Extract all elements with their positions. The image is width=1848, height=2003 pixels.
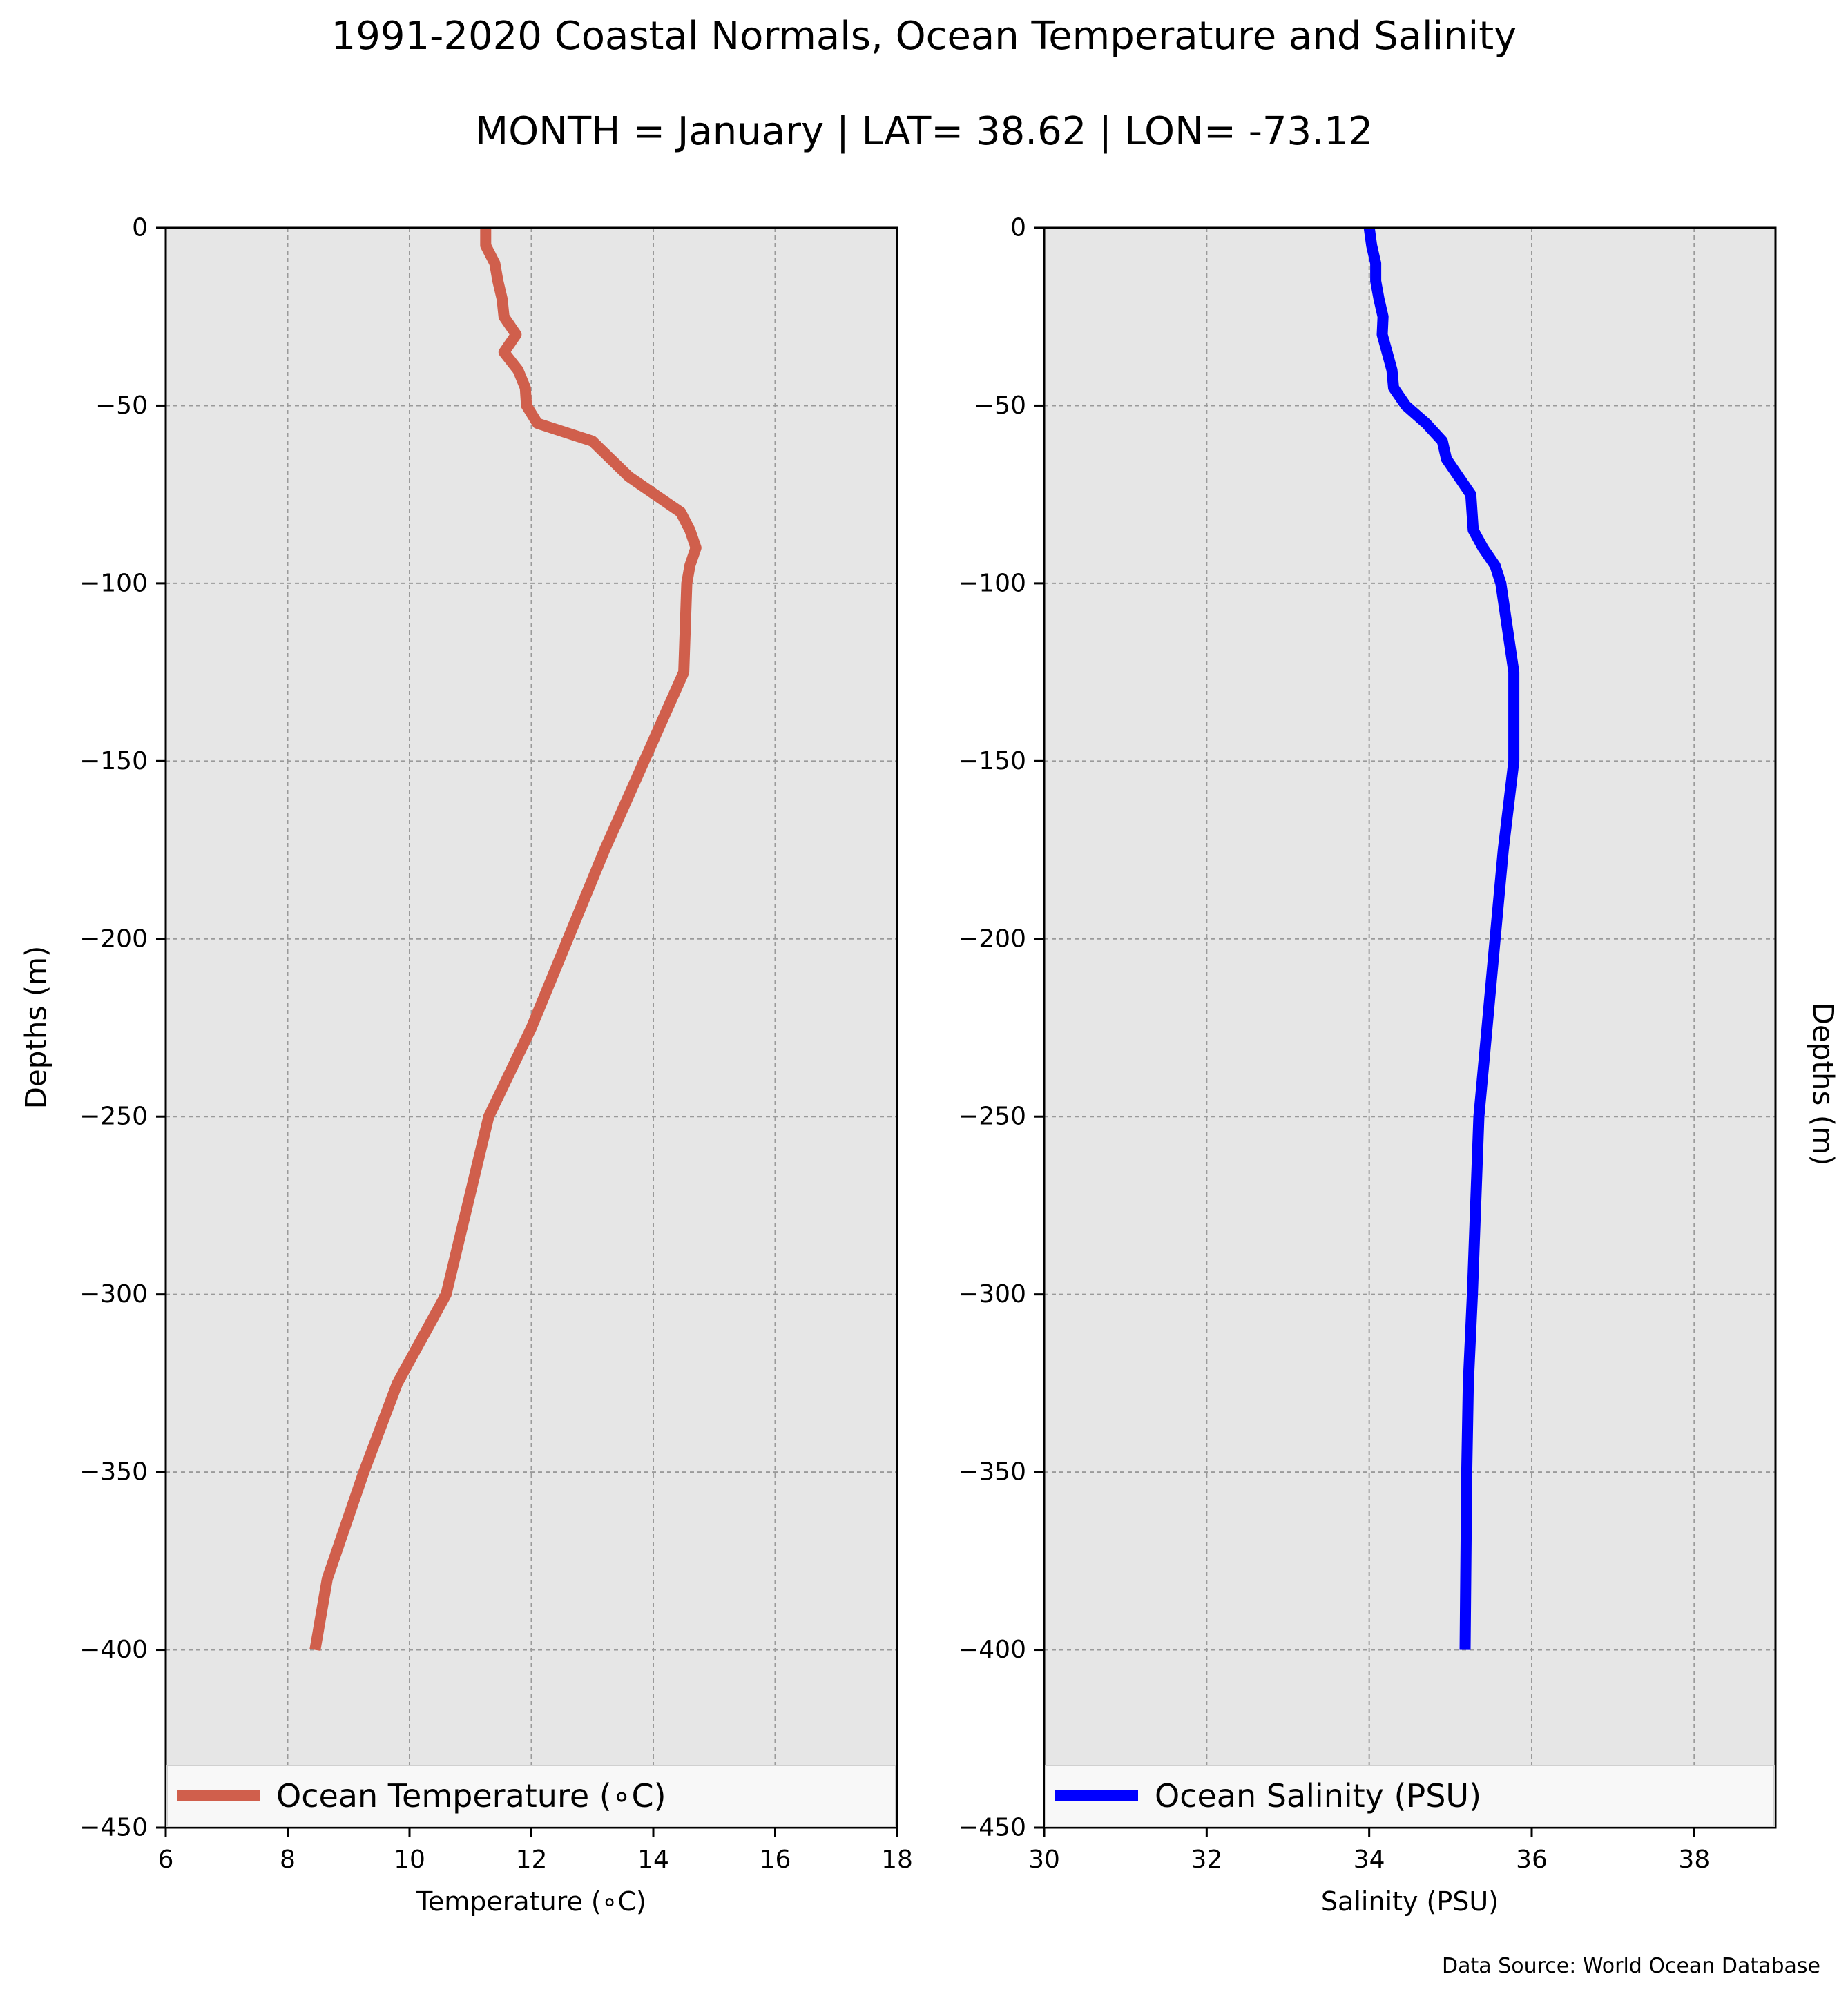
temperature-x-tick-label: 8 xyxy=(280,1846,296,1874)
left-y-axis-label: Depths (m) xyxy=(19,946,53,1110)
temperature-x-tick-label: 6 xyxy=(158,1846,174,1874)
salinity-x-axis-label: Salinity (PSU) xyxy=(1321,1886,1499,1917)
chart-title: 1991-2020 Coastal Normals, Ocean Tempera… xyxy=(331,14,1517,59)
temperature-x-axis-label: Temperature (∘C) xyxy=(416,1886,646,1917)
temperature-series-line xyxy=(309,228,702,1651)
temperature-x-tick-label: 14 xyxy=(637,1846,669,1874)
temperature-y-tick-label: −400 xyxy=(79,1636,148,1664)
salinity-x-tick-label: 36 xyxy=(1516,1846,1548,1874)
right-y-axis-label: Depths (m) xyxy=(1807,1003,1840,1166)
temperature-legend xyxy=(166,1765,896,1827)
temperature-legend-label: Ocean Temperature (∘C) xyxy=(276,1777,666,1815)
salinity-y-tick-label: −250 xyxy=(958,1103,1026,1131)
salinity-legend-label: Ocean Salinity (PSU) xyxy=(1155,1777,1481,1815)
salinity-series-line xyxy=(1363,226,1520,1650)
salinity-x-tick-label: 32 xyxy=(1191,1846,1222,1874)
temperature-x-tick-label: 10 xyxy=(394,1846,425,1874)
temperature-x-tick-label: 16 xyxy=(760,1846,791,1874)
salinity-y-tick-label: −200 xyxy=(958,925,1026,953)
salinity-legend xyxy=(1045,1765,1775,1827)
temperature-y-tick-label: −150 xyxy=(79,747,148,775)
salinity-y-tick-label: −350 xyxy=(958,1458,1026,1487)
salinity-x-tick-label: 38 xyxy=(1678,1846,1710,1874)
salinity-axes-frame xyxy=(1043,226,1777,1829)
chart-subtitle: MONTH = January | LAT= 38.62 | LON= -73.… xyxy=(474,109,1374,154)
temperature-y-tick-label: −200 xyxy=(79,925,148,953)
salinity-x-tick-label: 34 xyxy=(1354,1846,1385,1874)
temperature-y-tick-label: −350 xyxy=(79,1458,148,1487)
temperature-x-tick-label: 12 xyxy=(516,1846,548,1874)
salinity-y-tick-label: −400 xyxy=(958,1636,1026,1664)
salinity-y-tick-label: −50 xyxy=(974,391,1026,420)
salinity-plot-background xyxy=(1044,228,1775,1828)
salinity-y-tick-label: −100 xyxy=(958,569,1026,597)
salinity-y-tick-label: −300 xyxy=(958,1280,1026,1308)
temperature-y-tick-label: −100 xyxy=(79,569,148,597)
temperature-y-tick-label: −300 xyxy=(79,1280,148,1308)
salinity-x-tick-label: 30 xyxy=(1028,1846,1060,1874)
temperature-x-tick-label: 18 xyxy=(881,1846,913,1874)
data-source-note: Data Source: World Ocean Database xyxy=(1442,1954,1820,1978)
salinity-y-tick-label: −450 xyxy=(958,1814,1026,1842)
temperature-y-tick-label: 0 xyxy=(132,214,148,242)
salinity-y-tick-label: 0 xyxy=(1010,214,1026,242)
temperature-y-tick-label: −450 xyxy=(79,1814,148,1842)
temperature-y-tick-label: −250 xyxy=(79,1103,148,1131)
temperature-y-tick-label: −50 xyxy=(95,391,148,420)
temperature-panel: 6 8 10 12 14 16 18 0 −50 −100 −150 −200 −250 −300 −350… xyxy=(19,214,913,1917)
salinity-y-tick-label: −150 xyxy=(958,747,1026,775)
salinity-panel: 30 32 34 36 38 0 −50 −100 −150 −200 −250 −300 −350 −4… xyxy=(958,214,1777,1917)
